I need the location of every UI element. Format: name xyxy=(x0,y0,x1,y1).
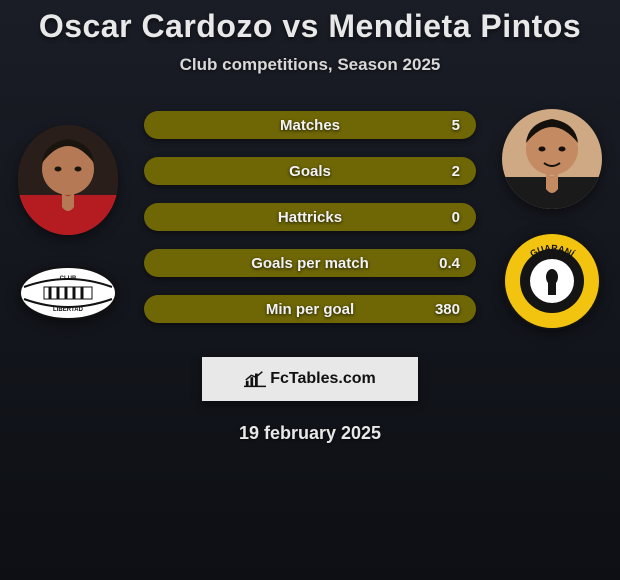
stat-value: 0 xyxy=(452,209,460,226)
player-right-avatar xyxy=(502,109,602,209)
page-title: Oscar Cardozo vs Mendieta Pintos xyxy=(0,8,620,45)
footer-date: 19 february 2025 xyxy=(0,423,620,444)
stat-pill: Goals per match 0.4 xyxy=(144,249,476,277)
stats-column: Matches 5 Goals 2 Hattricks 0 Goals per … xyxy=(128,105,492,323)
stat-label: Goals xyxy=(289,163,331,180)
chart-icon xyxy=(244,369,266,389)
page-subtitle: Club competitions, Season 2025 xyxy=(0,55,620,75)
libertad-crest-icon: CLUB LIBERTAD xyxy=(18,265,118,321)
stat-label: Goals per match xyxy=(251,255,369,272)
stat-pill: Hattricks 0 xyxy=(144,203,476,231)
stat-value: 2 xyxy=(452,163,460,180)
stat-pill: Goals 2 xyxy=(144,157,476,185)
player-left-crest: CLUB LIBERTAD xyxy=(18,265,118,321)
avatar-right-icon xyxy=(502,109,602,209)
stat-value: 380 xyxy=(435,301,460,318)
stat-value: 5 xyxy=(452,117,460,134)
stat-value: 0.4 xyxy=(439,255,460,272)
avatar-left-icon xyxy=(18,125,118,235)
stat-pill: Matches 5 xyxy=(144,111,476,139)
player-left-avatar xyxy=(18,125,118,235)
stat-label: Matches xyxy=(280,117,340,134)
guarani-crest-icon: GUARANÍ xyxy=(502,231,602,331)
player-right-column: GUARANÍ xyxy=(492,105,612,331)
svg-text:CLUB: CLUB xyxy=(60,276,77,282)
svg-text:LIBERTAD: LIBERTAD xyxy=(53,307,84,313)
brand-text: FcTables.com xyxy=(270,370,376,388)
player-left-column: CLUB LIBERTAD xyxy=(8,105,128,321)
stat-pill: Min per goal 380 xyxy=(144,295,476,323)
stat-label: Min per goal xyxy=(266,301,354,318)
stat-label: Hattricks xyxy=(278,209,342,226)
player-right-crest: GUARANÍ xyxy=(502,231,602,331)
main-row: CLUB LIBERTAD Matches 5 Goals 2 Hattrick… xyxy=(0,105,620,331)
brand-box: FcTables.com xyxy=(202,357,418,401)
